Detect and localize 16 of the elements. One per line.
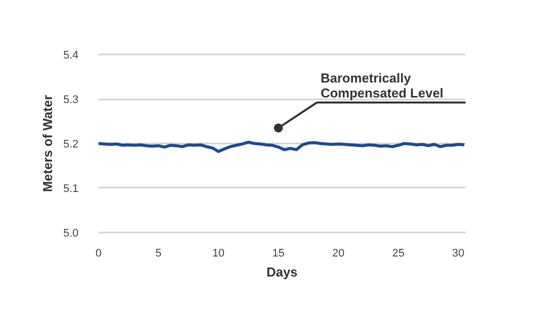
y-tick-label: 5.0 xyxy=(63,227,79,240)
y-tick-label: 5.1 xyxy=(63,182,79,195)
y-tick-label: 5.2 xyxy=(63,138,79,150)
annotation: Barometrically Compensated Level xyxy=(320,70,444,100)
y-tick-label: 5.4 xyxy=(63,50,79,62)
x-tick-label: 30 xyxy=(452,248,464,260)
line-series xyxy=(98,140,466,153)
y-tick-label: 5.3 xyxy=(63,94,79,106)
x-tick-label: 5 xyxy=(155,248,162,260)
x-tick-label: 10 xyxy=(212,248,225,260)
x-axis-title: Days xyxy=(266,264,298,280)
x-tick-label: 0 xyxy=(95,248,102,260)
x-tick-label: 20 xyxy=(332,248,344,260)
x-tick-label: 15 xyxy=(272,248,285,260)
y-axis-title: Meters of Water xyxy=(40,94,56,192)
x-tick-label: 25 xyxy=(392,248,404,260)
